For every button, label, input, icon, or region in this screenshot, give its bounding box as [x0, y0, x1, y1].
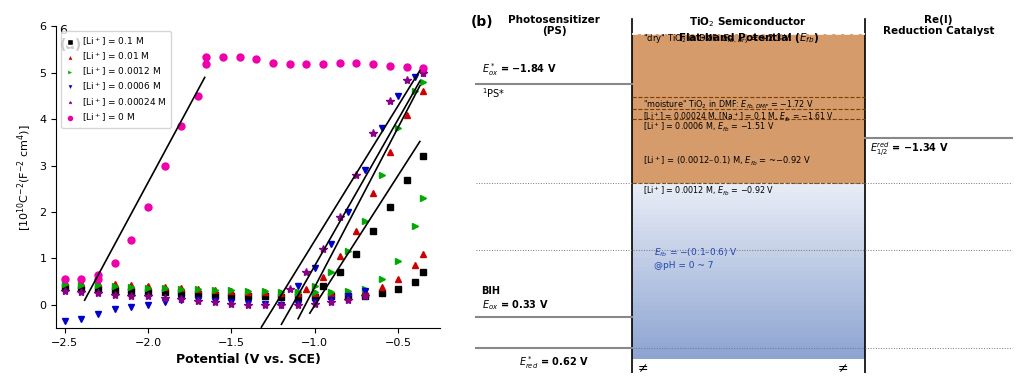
Bar [632, 205, 864, 209]
Bar [632, 276, 864, 280]
Text: $^1$PS*: $^1$PS* [482, 86, 504, 100]
Text: [Li$^+$] = 0.0012 M, $E_{fb}$ = −0.92 V: [Li$^+$] = 0.0012 M, $E_{fb}$ = −0.92 V [643, 185, 774, 198]
Text: Photosensitizer
(PS): Photosensitizer (PS) [508, 15, 599, 37]
Bar [632, 297, 864, 302]
Bar [632, 271, 864, 276]
Text: $E^*_{ox}$ = −1.84 V: $E^*_{ox}$ = −1.84 V [482, 61, 557, 78]
Text: $E^*_{red}$ = 0.62 V: $E^*_{red}$ = 0.62 V [520, 354, 589, 371]
Bar [632, 192, 864, 196]
Bar [632, 307, 864, 311]
Text: "moisture" TiO$_2$ in DMF: $E_{fb,\,DMF}$ = −1.72 V: "moisture" TiO$_2$ in DMF: $E_{fb,\,DMF}… [643, 99, 813, 111]
Bar [632, 267, 864, 271]
Bar [632, 351, 864, 355]
Text: [Li$^+$] = (0.0012–0.1) M, $E_{fb}$ = ~−0.92 V: [Li$^+$] = (0.0012–0.1) M, $E_{fb}$ = ~−… [643, 155, 811, 168]
Text: $E^{red}_{1/2}$ = −1.34 V: $E^{red}_{1/2}$ = −1.34 V [871, 141, 948, 159]
Bar [632, 253, 864, 258]
Text: Re(I)
Reduction Catalyst: Re(I) Reduction Catalyst [883, 15, 994, 37]
Bar [632, 187, 864, 192]
Bar [632, 337, 864, 342]
Bar [632, 218, 864, 222]
Bar [632, 284, 864, 289]
Text: [Li$^+$] = 0.0006 M, $E_{fb}$ = −1.51 V: [Li$^+$] = 0.0006 M, $E_{fb}$ = −1.51 V [643, 121, 774, 135]
Bar [632, 302, 864, 307]
Bar [632, 311, 864, 315]
Bar [632, 249, 864, 253]
Text: ≠: ≠ [637, 361, 648, 374]
Text: [Li$^+$] = 0.00024 M, [Na$^+$] = 0.1 M, $E_{fb}$ = −1.61 V: [Li$^+$] = 0.00024 M, [Na$^+$] = 0.1 M, … [643, 110, 834, 124]
Bar [632, 346, 864, 351]
Bar [632, 231, 864, 236]
Text: BIH
$E_{ox}$ = 0.33 V: BIH $E_{ox}$ = 0.33 V [482, 286, 548, 312]
Text: "dry" TiO$_2$ in DMF: $E_{fb,\,Dry}$ = −2.3 V: "dry" TiO$_2$ in DMF: $E_{fb,\,Dry}$ = −… [643, 33, 791, 46]
Y-axis label: [10$^{10}$C$^{-2}$(F$^{-2}$ cm$^4$)]: [10$^{10}$C$^{-2}$(F$^{-2}$ cm$^4$)] [15, 124, 34, 231]
Bar [632, 183, 864, 187]
Bar [632, 342, 864, 346]
Text: 6: 6 [59, 24, 68, 37]
Bar [632, 196, 864, 201]
Text: (a): (a) [59, 38, 82, 52]
Bar [632, 328, 864, 333]
X-axis label: Potential (V vs. SCE): Potential (V vs. SCE) [176, 353, 320, 366]
Bar [632, 214, 864, 218]
Bar [632, 258, 864, 262]
Bar [632, 262, 864, 267]
Bar [632, 324, 864, 328]
Bar [632, 227, 864, 231]
Text: $E_{fb}$ = −(0.1–0.6) V
@pH = 0 ~ 7: $E_{fb}$ = −(0.1–0.6) V @pH = 0 ~ 7 [654, 247, 738, 270]
Bar [632, 355, 864, 359]
Text: TiO$_2$ Semiconductor
Flat-band Potential ($E_{fb}$): TiO$_2$ Semiconductor Flat-band Potentia… [677, 15, 819, 44]
Text: ≠: ≠ [837, 361, 848, 374]
Legend: [Li$^+$] = 0.1 M, [Li$^+$] = 0.01 M, [Li$^+$] = 0.0012 M, [Li$^+$] = 0.0006 M, [: [Li$^+$] = 0.1 M, [Li$^+$] = 0.01 M, [Li… [60, 31, 171, 128]
Text: (b): (b) [471, 15, 493, 29]
Bar [632, 333, 864, 337]
Bar [632, 289, 864, 293]
Bar [632, 315, 864, 320]
Bar [632, 236, 864, 240]
Bar [632, 293, 864, 297]
Bar [632, 320, 864, 324]
Bar [632, 34, 864, 183]
Bar [632, 209, 864, 214]
Bar [632, 245, 864, 249]
Bar [632, 240, 864, 245]
Bar [632, 280, 864, 284]
Bar [632, 222, 864, 227]
Bar [632, 201, 864, 205]
